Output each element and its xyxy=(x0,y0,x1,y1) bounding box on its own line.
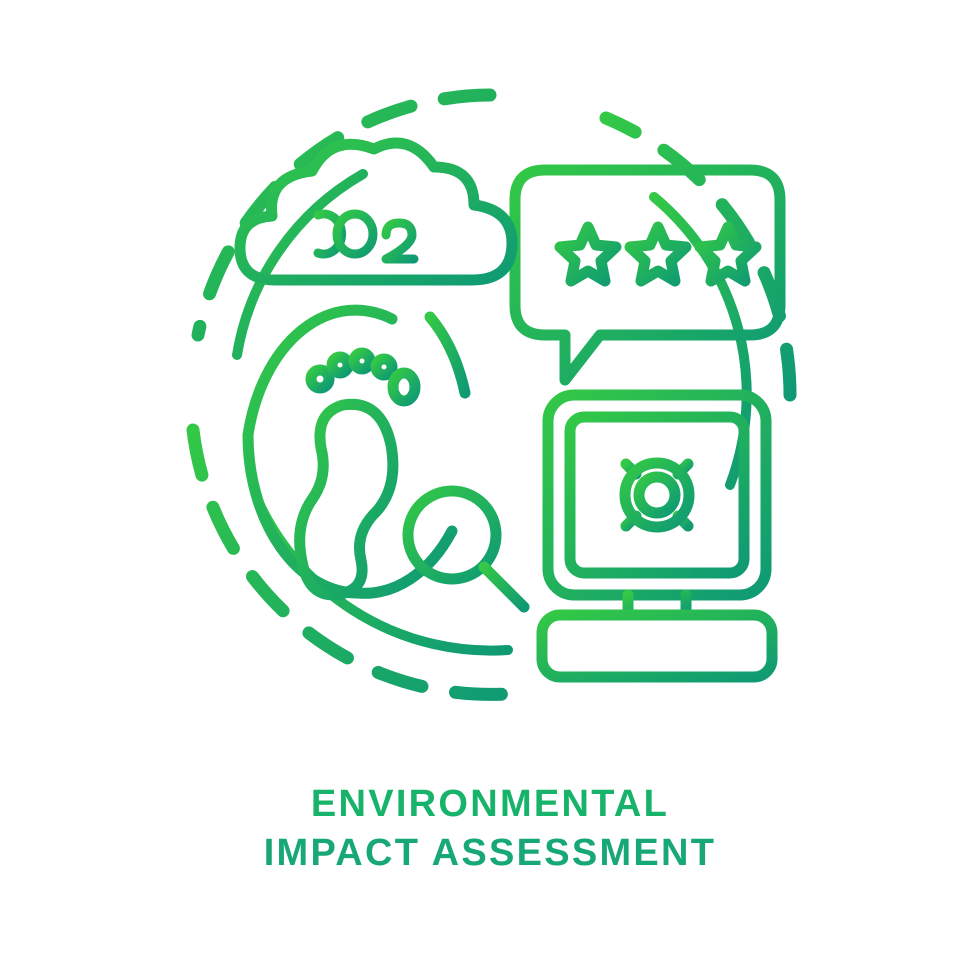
carbon-footprint-icon xyxy=(248,310,524,607)
caption-line-1: ENVIRONMENTAL xyxy=(264,780,717,829)
icon-container xyxy=(0,0,980,790)
co2-cloud-icon xyxy=(240,143,512,280)
caption-line-2: IMPACT ASSESSMENT xyxy=(264,829,717,878)
environmental-impact-icon xyxy=(130,35,850,755)
caption: ENVIRONMENTAL IMPACT ASSESSMENT xyxy=(264,780,717,879)
infographic-canvas: ENVIRONMENTAL IMPACT ASSESSMENT xyxy=(0,0,980,980)
computer-gear-icon xyxy=(542,395,772,677)
